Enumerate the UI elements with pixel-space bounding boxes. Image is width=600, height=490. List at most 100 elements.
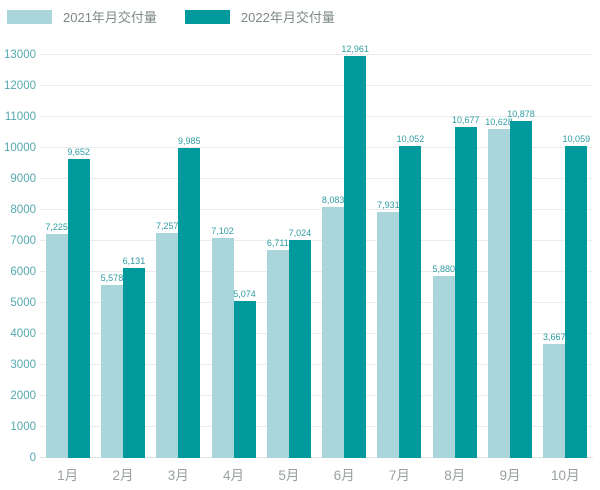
x-axis-label: 6月: [333, 468, 355, 483]
legend-swatch-2021: [7, 9, 52, 24]
y-axis-tick-label: 5000: [10, 297, 36, 309]
plot-area: 7,225 9,652 5,578 6,131 7,257 9,985 7,102 5,074…: [40, 44, 593, 458]
bars-layer: 7,225 9,652 5,578 6,131 7,257 9,985 7,102 5,074…: [40, 44, 593, 458]
bar-2021年月交付量-7月: 7,931: [377, 200, 400, 458]
gridline: [40, 116, 593, 117]
y-axis-tick-label: 2000: [10, 390, 36, 402]
bar-2021年月交付量-3月: 7,257: [156, 221, 179, 458]
bar-value-label: 12,961: [341, 44, 369, 55]
gridline: [40, 302, 593, 303]
x-axis: 1月 2月 3月 4月 5月 6月 7月 8月 9月 10月: [40, 464, 593, 484]
bar-2022年月交付量-6月: 12,961: [341, 44, 369, 458]
y-axis-tick-label: 10000: [4, 142, 36, 154]
bar-2022年月交付量-8月: 10,677: [452, 115, 479, 458]
bar-value-label: 5,880: [432, 263, 455, 274]
bar-2021年月交付量-2月: 5,578: [101, 273, 123, 458]
y-axis-tick-label: 4000: [10, 328, 36, 340]
bar-group-1月: 7,225 9,652: [40, 55, 95, 458]
gridline: [40, 426, 593, 427]
bar-value-label: 7,024: [288, 228, 312, 239]
bar-2021年月交付量-10月: 3,667: [543, 332, 566, 458]
bar-2022年月交付量-10月: 10,059: [563, 134, 590, 458]
legend-label-2021: 2021年月交付量: [63, 10, 157, 25]
bar-2022年月交付量-5月: 7,024: [289, 228, 311, 458]
y-axis-tick-label: 13000: [4, 49, 36, 61]
gridline: [40, 85, 593, 86]
legend-swatch-2022: [184, 9, 230, 24]
bar-2022年月交付量-3月: 9,985: [178, 136, 201, 458]
bar-value-label: 10,878: [507, 108, 535, 119]
bar-2022年月交付量-9月: 10,878: [507, 109, 535, 458]
bar-value-label: 6,711: [266, 237, 289, 248]
gridline: [40, 271, 593, 272]
gridline: [40, 457, 593, 458]
gridline: [40, 147, 593, 148]
bar-value-label: 10,052: [396, 134, 425, 145]
y-axis-tick-label: 9000: [10, 173, 36, 186]
gridline: [40, 364, 593, 365]
bar-2021年月交付量-9月: 10,628: [485, 117, 513, 458]
y-axis-tick-label: 12000: [4, 80, 36, 92]
x-axis-label: 7月: [388, 468, 410, 483]
legend-label-2022: 2022年月交付量: [240, 10, 335, 25]
bar-2021年月交付量-8月: 5,880: [432, 264, 455, 458]
bar-value-label: 10,059: [562, 134, 591, 145]
x-axis-label: 8月: [444, 468, 466, 483]
bar-group-4月: 7,102 5,074: [206, 55, 261, 458]
bar-2022年月交付量-4月: 5,074: [233, 289, 256, 458]
gridline: [40, 178, 593, 180]
bar-value-label: 8,083: [321, 195, 345, 206]
bar-value-label: 7,931: [377, 200, 400, 211]
bar-value-label: 7,102: [211, 225, 234, 236]
legend: 2021年月交付量 2022年月交付量: [7, 7, 335, 26]
bar-group-8月: 5,880 10,677: [427, 55, 482, 458]
bar-group-3月: 7,257 9,985: [151, 55, 206, 458]
y-axis-tick-label: 6000: [10, 266, 36, 278]
bar-group-5月: 6,711 7,024: [261, 55, 316, 458]
bar-value-label: 5,074: [233, 288, 256, 299]
gridline: [40, 333, 593, 334]
y-axis: 0 1000 2000 3000 4000 5000 6000 7000 8000 9000 100…: [0, 49, 38, 464]
bar-value-label: 3,667: [543, 332, 566, 343]
bar-group-7月: 7,931 10,052: [372, 55, 427, 458]
bar-2022年月交付量-2月: 6,131: [123, 256, 145, 458]
bar-group-2月: 5,578 6,131: [95, 55, 150, 458]
legend-item-2022[interactable]: 2022年月交付量: [184, 7, 335, 26]
bar-value-label: 5,578: [100, 273, 124, 284]
bar-value-label: 9,985: [177, 136, 201, 147]
bar-value-label: 10,628: [485, 116, 513, 127]
bar-2022年月交付量-1月: 9,652: [67, 147, 90, 458]
x-axis-label: 10月: [551, 468, 580, 483]
x-axis-label: 9月: [499, 468, 521, 483]
gridline: [40, 240, 593, 241]
gridline: [40, 209, 593, 210]
y-axis-tick-label: 11000: [4, 111, 36, 123]
bar-value-label: 6,131: [122, 255, 146, 266]
bar-2021年月交付量-6月: 8,083: [322, 195, 344, 458]
legend-item-2021[interactable]: 2021年月交付量: [7, 7, 157, 26]
bar-2022年月交付量-7月: 10,052: [397, 134, 424, 458]
bar-group-9月: 10,628 10,878: [482, 55, 537, 458]
bar-value-label: 7,257: [155, 221, 179, 232]
y-axis-tick-label: 0: [29, 452, 36, 464]
x-axis-label: 1月: [57, 468, 79, 483]
y-axis-tick-label: 3000: [10, 359, 36, 371]
y-axis-tick-label: 1000: [10, 421, 36, 433]
bar-group-6月: 8,083 12,961: [316, 44, 371, 458]
x-axis-label: 4月: [223, 468, 245, 483]
bar-value-label: 10,677: [451, 115, 480, 126]
bar-2021年月交付量-5月: 6,711: [266, 238, 289, 458]
x-axis-label: 2月: [112, 468, 134, 483]
x-axis-label: 5月: [278, 468, 300, 483]
x-axis-label: 3月: [167, 468, 189, 483]
bar-2021年月交付量-4月: 7,102: [211, 226, 234, 458]
bar-value-label: 7,225: [45, 222, 68, 233]
bar-2021年月交付量-1月: 7,225: [45, 222, 68, 458]
bar-value-label: 9,652: [67, 146, 90, 157]
gridline: [40, 395, 593, 396]
y-axis-tick-label: 7000: [10, 235, 36, 247]
bar-group-10月: 3,667 10,059: [538, 55, 593, 458]
gridline: [40, 54, 593, 55]
y-axis-tick-label: 8000: [10, 204, 36, 216]
